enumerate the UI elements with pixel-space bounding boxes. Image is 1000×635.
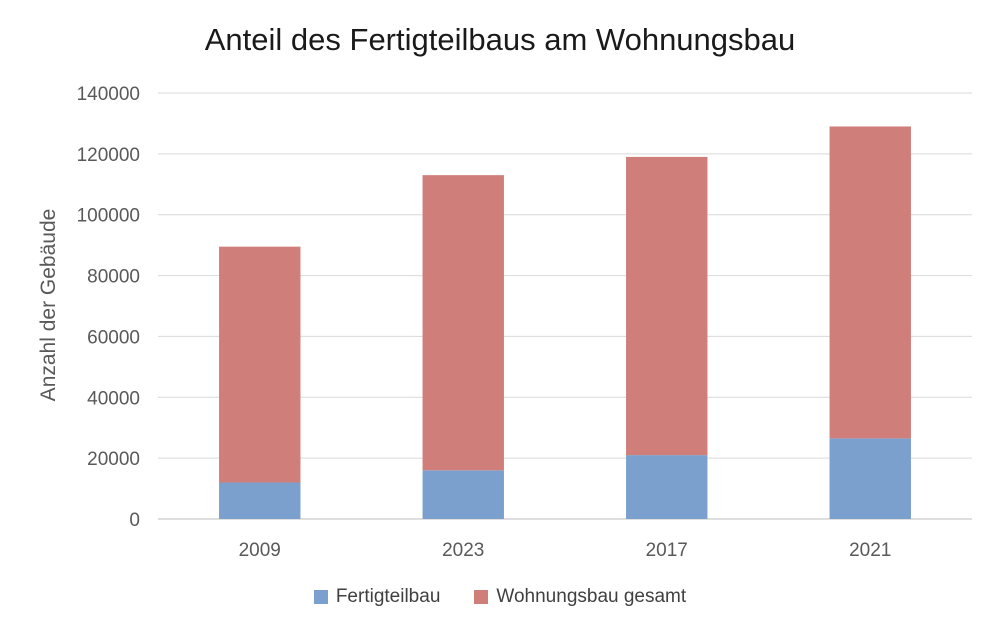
bar-fertigteilbau (829, 438, 911, 519)
y-axis-title: Anzahl der Gebäude (37, 209, 60, 402)
legend-label: Wohnungsbau gesamt (496, 586, 687, 607)
bar-wohnungsbau-gesamt (219, 246, 301, 483)
legend-label: Fertigteilbau (335, 586, 441, 607)
x-tick-label: 2023 (442, 540, 484, 561)
legend: Fertigteilbau Wohnungsbau gesamt (0, 586, 1000, 608)
bar-wohnungsbau-gesamt (626, 156, 708, 456)
y-tick-label: 120000 (77, 145, 140, 166)
legend-item: Fertigteilbau (313, 586, 441, 608)
y-tick-label: 60000 (87, 327, 140, 348)
y-tick-label: 20000 (87, 449, 140, 470)
chart-title: Anteil des Fertigteilbaus am Wohnungsbau (204, 22, 796, 57)
bar-fertigteilbau (626, 455, 708, 519)
legend-swatch (313, 590, 328, 604)
y-tick-label: 80000 (87, 267, 140, 288)
bar-wohnungsbau-gesamt (422, 175, 504, 471)
bar-fertigteilbau (219, 482, 301, 519)
x-tick-label: 2009 (239, 540, 281, 561)
legend-item: Wohnungsbau gesamt (474, 586, 686, 608)
x-tick-label: 2017 (646, 540, 688, 561)
bar-fertigteilbau (422, 470, 504, 519)
x-tick-label: 2021 (849, 540, 891, 561)
legend-swatch (474, 590, 489, 604)
y-tick-label: 0 (129, 510, 140, 531)
bar-wohnungsbau-gesamt (829, 126, 911, 439)
y-tick-label: 140000 (77, 84, 140, 105)
y-tick-label: 40000 (87, 388, 140, 409)
y-tick-label: 100000 (77, 206, 140, 227)
